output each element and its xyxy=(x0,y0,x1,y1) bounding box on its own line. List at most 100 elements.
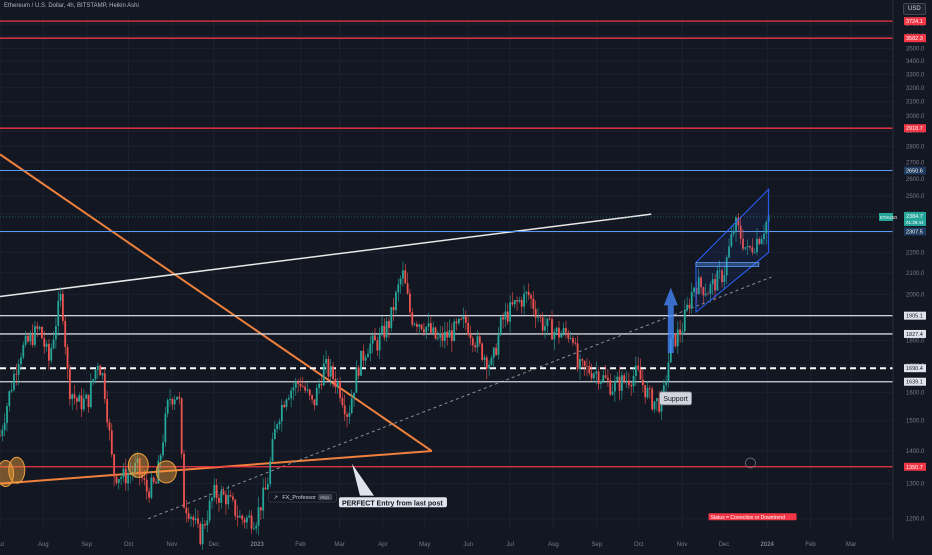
price-tick-label: 2700.0 xyxy=(906,160,925,166)
candle-body xyxy=(609,380,611,394)
candle-body xyxy=(34,326,36,345)
candle-body xyxy=(311,395,313,399)
candle-body xyxy=(684,310,686,332)
candle-body xyxy=(0,436,1,437)
candle-body xyxy=(95,370,97,379)
candle-body xyxy=(563,328,565,333)
currency-button[interactable]: USD xyxy=(903,3,926,15)
candle-body xyxy=(262,488,264,511)
candle-body xyxy=(92,379,94,382)
candle-body xyxy=(507,311,509,321)
time-tick-label: Aug xyxy=(548,542,559,548)
candle-body xyxy=(367,354,369,358)
candle-body xyxy=(446,332,448,338)
candle-body xyxy=(237,516,239,518)
level-label: 3582.3 xyxy=(906,36,923,42)
candle-body xyxy=(162,442,164,455)
candle-body xyxy=(307,390,309,391)
candle-body xyxy=(388,321,390,328)
highlight-ellipse xyxy=(9,457,25,483)
candle-body xyxy=(402,270,404,278)
candle-body xyxy=(374,335,376,340)
time-tick-label: Sep xyxy=(81,542,92,548)
candle-body xyxy=(199,524,201,545)
candle-body xyxy=(644,385,646,397)
candle-body xyxy=(218,498,220,503)
level-label: 1639.1 xyxy=(906,380,923,386)
time-tick-label: Nov xyxy=(677,542,688,548)
level-label: 2918.7 xyxy=(906,126,923,132)
time-tick-label: Apr xyxy=(378,542,387,548)
candle-body xyxy=(488,365,490,369)
candle-body xyxy=(598,372,600,384)
candle-body xyxy=(174,400,176,405)
candle-body xyxy=(465,316,467,323)
candle-body xyxy=(432,327,434,332)
candle-body xyxy=(691,292,693,308)
candle-body xyxy=(486,358,488,369)
candle-body xyxy=(46,344,48,347)
candle-body xyxy=(369,344,371,354)
candle-body xyxy=(32,334,34,345)
candle-body xyxy=(4,423,6,430)
candle-body xyxy=(379,334,381,351)
candle-body xyxy=(176,397,178,400)
candle-body xyxy=(498,334,500,355)
candle-body xyxy=(372,335,374,343)
candle-body xyxy=(430,323,432,332)
candle-body xyxy=(29,334,31,341)
time-axis[interactable]: Jul Aug Sep Oct Nov Dec 2023 Feb Mar Apr May Jun Jul… xyxy=(0,542,856,548)
time-tick-label: Mar xyxy=(846,542,856,548)
candle-body xyxy=(677,330,679,347)
candle-body xyxy=(467,323,469,335)
candle-body xyxy=(127,474,129,483)
candle-body xyxy=(64,321,66,347)
candle-body xyxy=(675,333,677,346)
candle-body xyxy=(323,363,325,385)
breakout-box xyxy=(696,263,759,267)
candle-body xyxy=(423,329,425,332)
candle-body xyxy=(584,361,586,366)
candle-body xyxy=(500,317,502,334)
candle-body xyxy=(463,316,465,319)
time-tick-label: Oct xyxy=(124,542,134,548)
candle-body xyxy=(509,302,511,321)
time-tick-label: Dec xyxy=(719,542,730,548)
candle-body xyxy=(39,327,41,329)
candle-body xyxy=(302,386,304,387)
candle-body xyxy=(120,477,122,479)
time-tick-label: Feb xyxy=(295,542,306,548)
time-tick-label: 2023 xyxy=(250,542,264,548)
candle-body xyxy=(206,520,208,525)
highlight-ellipse xyxy=(128,453,148,477)
time-tick-label: Dec xyxy=(208,542,219,548)
candle-body xyxy=(635,366,637,376)
candle-body xyxy=(591,373,593,378)
candle-body xyxy=(251,516,253,529)
time-tick-label: Feb xyxy=(805,542,816,548)
candle-body xyxy=(11,390,13,391)
price-tick-label: 1300.0 xyxy=(906,482,925,488)
candle-body xyxy=(123,469,125,477)
candle-body xyxy=(588,366,590,373)
candle-body xyxy=(348,413,350,417)
candle-body xyxy=(234,500,236,516)
candle-body xyxy=(528,292,530,295)
candle-body xyxy=(260,507,262,510)
candle-body xyxy=(525,292,527,294)
candle-body xyxy=(102,373,104,375)
candle-body xyxy=(185,508,187,513)
candle-body xyxy=(195,519,197,521)
candle-body xyxy=(418,325,420,327)
candle-body xyxy=(297,382,299,384)
candle-body xyxy=(355,367,357,392)
candle-body xyxy=(341,398,343,405)
candle-body xyxy=(549,319,551,320)
candle-body xyxy=(565,328,567,332)
candle-body xyxy=(111,430,113,454)
candle-body xyxy=(616,377,618,381)
candle-body xyxy=(321,384,323,385)
time-tick-label: Nov xyxy=(167,542,178,548)
